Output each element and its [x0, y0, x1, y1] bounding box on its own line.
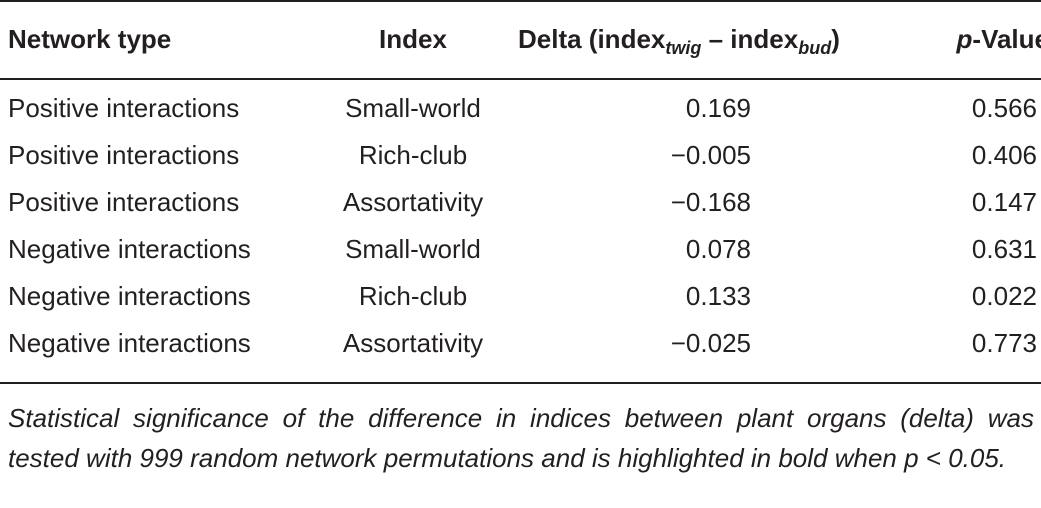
header-delta-sub-bud: bud	[798, 38, 832, 58]
table-row: Negative interactions Small-world 0.078 0.6…	[0, 226, 1041, 273]
cell-p-value: 0.022	[971, 281, 1037, 311]
cell-delta: −0.025	[518, 320, 893, 367]
header-delta: Delta (indextwig – indexbud)	[518, 0, 893, 79]
cell-p-value: 0.566	[971, 93, 1037, 123]
table-footnote: Statistical significance of the differen…	[8, 403, 1034, 473]
table-header: Network type Index Delta (indextwig – in…	[0, 0, 1041, 79]
table-row: Positive interactions Assortativity −0.168…	[0, 179, 1041, 226]
cell-p-value: 0.773	[971, 328, 1037, 358]
cell-delta-value: 0.078	[685, 234, 751, 264]
header-network-type: Network type	[8, 24, 172, 54]
cell-network-type: Negative interactions	[8, 234, 251, 264]
cell-index: Rich-club	[358, 140, 468, 170]
cell-index: Rich-club	[358, 281, 468, 311]
cell-p-value: 0.631	[971, 234, 1037, 264]
cell-p-value: 0.406	[971, 140, 1037, 170]
table-header-rule	[0, 78, 1041, 80]
cell-delta: −0.005	[518, 132, 893, 179]
table-row: Negative interactions Assortativity −0.025…	[0, 320, 1041, 367]
cell-delta-value: −0.168	[670, 187, 751, 217]
cell-delta-value: 0.133	[685, 281, 751, 311]
table-bottom-rule	[0, 382, 1041, 384]
cell-network-type: Positive interactions	[8, 93, 240, 123]
table-row: Negative interactions Rich-club 0.133 0.022	[0, 273, 1041, 320]
table-row: Positive interactions Small-world 0.169 0.5…	[0, 79, 1041, 132]
results-table: Network type Index Delta (indextwig – in…	[0, 0, 1041, 367]
header-delta-sub-twig: twig	[665, 38, 702, 58]
cell-network-type: Positive interactions	[8, 140, 240, 170]
cell-delta: −0.168	[518, 179, 893, 226]
cell-delta-value: −0.025	[670, 328, 751, 358]
table-body: Positive interactions Small-world 0.169 0.5…	[0, 79, 1041, 367]
cell-index: Small-world	[345, 234, 481, 264]
cell-delta-value: −0.005	[670, 140, 751, 170]
cell-delta: 0.078	[518, 226, 893, 273]
cell-p-value: 0.147	[971, 187, 1037, 217]
header-p-rest: -Value	[972, 24, 1041, 54]
table-top-rule	[0, 0, 1041, 2]
cell-network-type: Positive interactions	[8, 187, 240, 217]
header-delta-prefix: Delta (index	[518, 24, 666, 54]
cell-index: Small-world	[345, 93, 481, 123]
header-delta-suffix: )	[831, 24, 840, 54]
cell-network-type: Negative interactions	[8, 328, 251, 358]
header-delta-mid: – index	[701, 24, 799, 54]
header-index: Index	[379, 24, 447, 54]
cell-network-type: Negative interactions	[8, 281, 251, 311]
cell-index: Assortativity	[342, 187, 484, 217]
header-p-value: p-Value	[893, 0, 1041, 79]
header-row: Network type Index Delta (indextwig – in…	[0, 0, 1041, 79]
cell-delta-value: 0.169	[685, 93, 751, 123]
cell-delta: 0.169	[518, 79, 893, 132]
cell-index: Assortativity	[342, 328, 484, 358]
cell-delta: 0.133	[518, 273, 893, 320]
header-p-italic: p	[956, 24, 973, 54]
table-row: Positive interactions Rich-club −0.005 0.40…	[0, 132, 1041, 179]
